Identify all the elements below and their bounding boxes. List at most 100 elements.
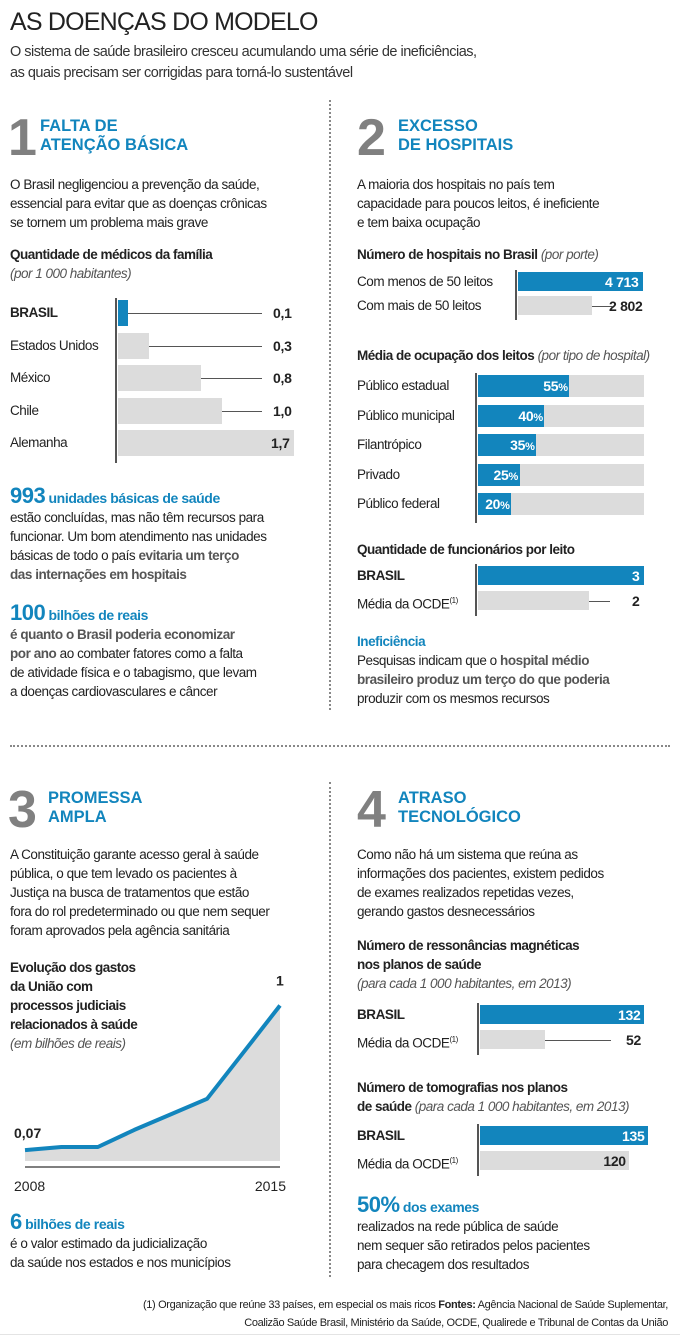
unit-suffix: %	[508, 470, 518, 483]
footnote-mark: (1)	[449, 1155, 458, 1165]
callout-line: a doenças cardiovasculares e câncer	[10, 684, 218, 699]
callout-line: de atividade física e o tabagismo, que l…	[10, 665, 257, 680]
bar-value: 0,3	[273, 337, 292, 354]
callout-line: realizados na rede pública de saúde	[357, 1219, 559, 1234]
sources-text: Agência Nacional de Saúde Suplementar,	[477, 1299, 669, 1311]
callout-number: 100	[10, 600, 46, 625]
chart-title-text: Quantidade de médicos da família	[10, 247, 213, 262]
leader-line	[592, 305, 613, 307]
bar-label: Público estadual	[357, 378, 449, 393]
intro-line: informações dos pacientes, existem pedid…	[357, 866, 604, 881]
callout-line: nem sequer são retirados pelos pacientes	[357, 1238, 590, 1253]
intro-line: A maioria dos hospitais no país tem	[357, 177, 555, 192]
bar	[480, 1030, 545, 1049]
chart-subtitle: (para cada 1 000 habitantes, em 2013)	[357, 976, 572, 991]
chart-title-text: Evolução dos gastos	[10, 960, 136, 975]
bar-label: Estados Unidos	[10, 337, 99, 353]
chart-title-text: da União com	[10, 979, 93, 994]
chart-title-text: relacionados à saúde	[10, 1017, 138, 1032]
x-tick-label: 2008	[14, 1178, 45, 1194]
bar-value: 4 713	[605, 273, 639, 290]
section-title-line: EXCESSO	[398, 117, 478, 135]
bar-value: 0,8	[273, 370, 292, 386]
chart-title: Número de hospitais no Brasil (por porte…	[357, 245, 675, 264]
bar	[118, 430, 294, 456]
bar-label: Com menos de 50 leitos	[357, 273, 493, 289]
intro-line: capacidade para poucos leitos, é inefici…	[357, 196, 600, 211]
chart-title: Quantidade de funcionários por leito	[357, 540, 675, 559]
bar-value: 135	[622, 1127, 645, 1144]
chart-title: Número de tomografias nos planos de saúd…	[357, 1078, 675, 1116]
leader-line	[128, 313, 262, 314]
x-tick-label: 2015	[255, 1178, 286, 1194]
bar	[480, 1126, 648, 1145]
subtitle-line: O sistema de saúde brasileiro cresceu ac…	[10, 44, 477, 60]
callout-highlight: por ano	[10, 646, 57, 661]
intro-line: se tornem um problema mais grave	[10, 215, 208, 230]
section-title-line: FALTA DE	[40, 117, 118, 135]
bar	[118, 332, 150, 359]
leader-line	[588, 600, 610, 602]
bar	[118, 300, 129, 326]
chart-axis	[515, 270, 517, 320]
section-intro: Como não há um sistema que reúna as info…	[357, 845, 669, 921]
chart-title: Evolução dos gastos da União com process…	[10, 958, 210, 1053]
callout-highlight: das internações em hospitais	[10, 567, 187, 582]
bar-value: 2	[632, 592, 640, 609]
section-intro: A maioria dos hospitais no país tem capa…	[357, 175, 669, 232]
bar	[478, 566, 644, 585]
section-title-line: TECNOLÓGICO	[398, 808, 521, 826]
end-value-label: 1	[276, 973, 284, 989]
section-intro: O Brasil negligenciou a prevenção da saú…	[10, 175, 322, 232]
chart-title-text: processos judiciais	[10, 998, 126, 1013]
unit-suffix: %	[558, 382, 568, 394]
vertical-divider-top	[329, 100, 331, 710]
footnote-mark: (1)	[449, 595, 458, 605]
series-line	[24, 1004, 282, 1153]
bar	[118, 365, 201, 391]
bar-value: 55%	[543, 378, 568, 394]
section-title-line: ATRASO	[398, 789, 467, 807]
bar-label: Com mais de 50 leitos	[357, 297, 482, 313]
callout-50-pct: 50% dos exames realizados na rede públic…	[357, 1194, 669, 1274]
area-fill	[25, 1005, 280, 1161]
intro-line: pública, o que tem levado os pacientes à	[10, 866, 237, 881]
chart-title-text: de saúde	[357, 1099, 412, 1114]
bar	[478, 591, 589, 610]
bottom-rule	[0, 1334, 680, 1335]
chart-axis	[475, 564, 477, 616]
chart-gastos: 0,07 1 2008 2015	[14, 973, 286, 1194]
callout-highlight: hospital médio	[500, 653, 590, 668]
leader-line	[149, 345, 262, 347]
chart-title: Média de ocupação dos leitos (por tipo d…	[357, 346, 675, 365]
page-subtitle: O sistema de saúde brasileiro cresceu ac…	[10, 42, 670, 84]
bar-value: 52	[626, 1031, 641, 1048]
section-title: FALTA DE ATENÇÃO BÁSICA	[40, 117, 310, 155]
bar-value: 25%	[493, 466, 519, 483]
chart-title-text: Número de tomografias nos planos	[357, 1080, 568, 1095]
unit-suffix: %	[533, 411, 543, 424]
footer-sources: (1) Organização que reúne 33 países, em …	[60, 1296, 668, 1332]
bar-value: 2 802	[609, 297, 643, 314]
section-title: PROMESSA AMPLA	[48, 789, 318, 827]
callout-line: é o valor estimado da judicialização	[10, 1236, 207, 1251]
callout-993: 993 unidades básicas de saúde estão conc…	[10, 485, 322, 584]
bar-label: BRASIL	[357, 567, 405, 583]
bar-value: 1,0	[273, 402, 292, 419]
intro-line: Como não há um sistema que reúna as	[357, 847, 578, 862]
callout-line: produzir com os mesmos recursos	[357, 691, 550, 706]
callout-headline: unidades básicas de saúde	[48, 490, 221, 506]
bar	[478, 404, 545, 427]
callout-line: para checagem dos resultados	[357, 1257, 530, 1272]
bar-label: Privado	[357, 466, 400, 482]
bar-value: 0,1	[273, 305, 292, 321]
chart-title-text: Quantidade de funcionários por leito	[357, 542, 575, 557]
chart-title-text: nos planos de saúde	[357, 957, 482, 972]
callout-line: funcionar. Um bom atendimento nas unidad…	[10, 529, 267, 544]
bar-value: 1,7	[271, 435, 290, 451]
bar-label: BRASIL	[357, 1127, 405, 1143]
bar-value: 120	[603, 1152, 626, 1169]
bar	[518, 296, 593, 315]
chart-axis	[477, 1124, 479, 1176]
unit-suffix: %	[500, 500, 510, 512]
